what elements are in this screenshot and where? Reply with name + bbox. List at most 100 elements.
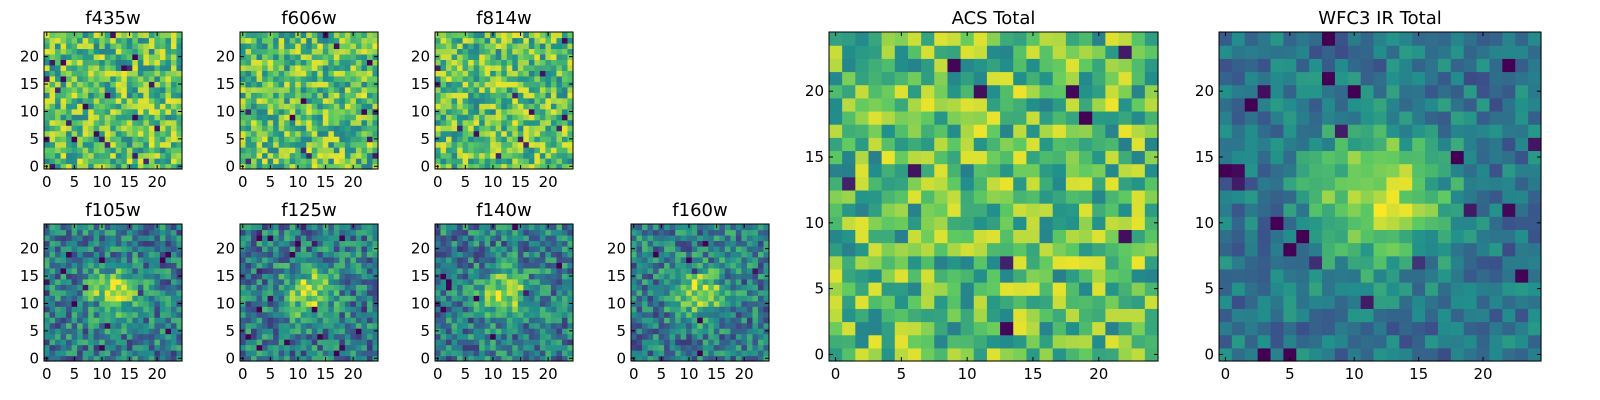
heatmap-cell	[71, 306, 78, 313]
heatmap-cell	[921, 347, 935, 362]
heatmap-cell	[446, 163, 453, 170]
heatmap-cell	[49, 322, 56, 329]
heatmap-cell	[724, 284, 731, 291]
heatmap-cell	[66, 48, 73, 55]
heatmap-cell	[66, 328, 73, 335]
heatmap-cell	[350, 300, 357, 307]
heatmap-cell	[658, 350, 665, 357]
heatmap-cell	[355, 333, 363, 340]
heatmap-cell	[1000, 229, 1014, 244]
heatmap-cell	[143, 344, 150, 351]
heatmap-cell	[457, 224, 464, 231]
heatmap-cell	[556, 86, 563, 93]
heatmap-cell	[55, 37, 62, 44]
heatmap-cell	[126, 141, 133, 148]
heatmap-cell	[653, 344, 660, 351]
heatmap-cell	[556, 300, 563, 307]
heatmap-cell	[148, 289, 155, 296]
heatmap-cell	[333, 64, 340, 71]
heatmap-cell	[126, 328, 133, 335]
heatmap-cell	[653, 278, 660, 285]
heatmap-cell	[306, 92, 313, 99]
heatmap-cell	[697, 322, 704, 329]
heatmap-cell	[262, 251, 269, 258]
heatmap-cell	[868, 282, 883, 296]
heatmap-cell	[653, 311, 660, 318]
heatmap-cell	[99, 273, 106, 280]
heatmap-cell	[88, 317, 95, 324]
heatmap-cell	[256, 158, 263, 165]
heatmap-cell	[561, 300, 569, 307]
heatmap-cell	[501, 295, 508, 302]
heatmap-cell	[49, 92, 56, 99]
heatmap-cell	[702, 295, 709, 302]
heatmap-cell	[115, 125, 122, 132]
heatmap-cell	[339, 234, 346, 242]
heatmap-cell	[495, 224, 502, 231]
heatmap-cell	[556, 48, 563, 55]
heatmap-cell	[1131, 45, 1146, 59]
heatmap-cell	[669, 355, 676, 362]
heatmap-cell	[669, 300, 676, 307]
heatmap-cell	[435, 322, 442, 329]
heatmap-cell	[451, 119, 458, 126]
heatmap-cell	[55, 152, 62, 159]
heatmap-cell	[440, 229, 447, 236]
heatmap-cell	[159, 97, 167, 104]
heatmap-cell	[88, 224, 95, 231]
heatmap-cell	[556, 59, 563, 66]
heatmap-cell	[523, 42, 530, 50]
heatmap-cell	[137, 273, 144, 280]
heatmap-cell	[647, 311, 654, 318]
heatmap-cell	[1131, 268, 1146, 283]
heatmap-cell	[143, 333, 150, 340]
heatmap-cell	[115, 295, 122, 302]
heatmap-cell	[289, 42, 296, 50]
heatmap-cell	[115, 300, 122, 307]
heatmap-cell	[523, 339, 530, 346]
heatmap-cell	[289, 317, 296, 324]
heatmap-cell	[262, 350, 269, 357]
heatmap-cell	[176, 256, 183, 263]
heatmap-cell	[55, 125, 62, 132]
heatmap-cell	[71, 114, 78, 121]
heatmap-cell	[306, 278, 313, 285]
heatmap-cell	[894, 150, 909, 165]
heatmap-cell	[1000, 45, 1014, 59]
heatmap-cell	[473, 350, 480, 357]
y-tick-label: 20	[216, 240, 235, 258]
heatmap-cell	[306, 158, 313, 165]
heatmap-cell	[366, 114, 374, 121]
heatmap-cell	[295, 64, 302, 71]
heatmap-cell	[251, 158, 258, 165]
heatmap-cell	[93, 300, 100, 307]
heatmap-cell	[545, 75, 552, 82]
heatmap-cell	[165, 234, 172, 242]
heatmap-cell	[267, 152, 274, 159]
heatmap-cell	[350, 125, 357, 132]
heatmap-cell	[159, 75, 167, 82]
heatmap-cell	[462, 130, 469, 137]
heatmap-cell	[528, 333, 535, 340]
heatmap-cell	[240, 295, 247, 302]
heatmap-cell	[517, 240, 524, 247]
heatmap-cell	[344, 32, 351, 39]
heatmap-cell	[278, 256, 285, 263]
heatmap-cell	[372, 42, 379, 50]
heatmap-cell	[132, 136, 139, 143]
heatmap-cell	[366, 64, 374, 71]
heatmap-cell	[550, 240, 558, 247]
heatmap-cell	[462, 311, 469, 318]
heatmap-cell	[154, 317, 161, 324]
heatmap-cell	[561, 229, 569, 236]
heatmap-cell	[868, 308, 883, 323]
heatmap-cell	[512, 317, 519, 324]
heatmap-cell	[855, 71, 870, 86]
heatmap-cell	[545, 251, 552, 258]
heatmap-cell	[317, 119, 324, 126]
heatmap-cell	[317, 284, 324, 291]
heatmap-cell	[702, 328, 709, 335]
heatmap-cell	[881, 124, 896, 138]
heatmap-cell	[126, 333, 133, 340]
heatmap-cell	[528, 114, 535, 121]
